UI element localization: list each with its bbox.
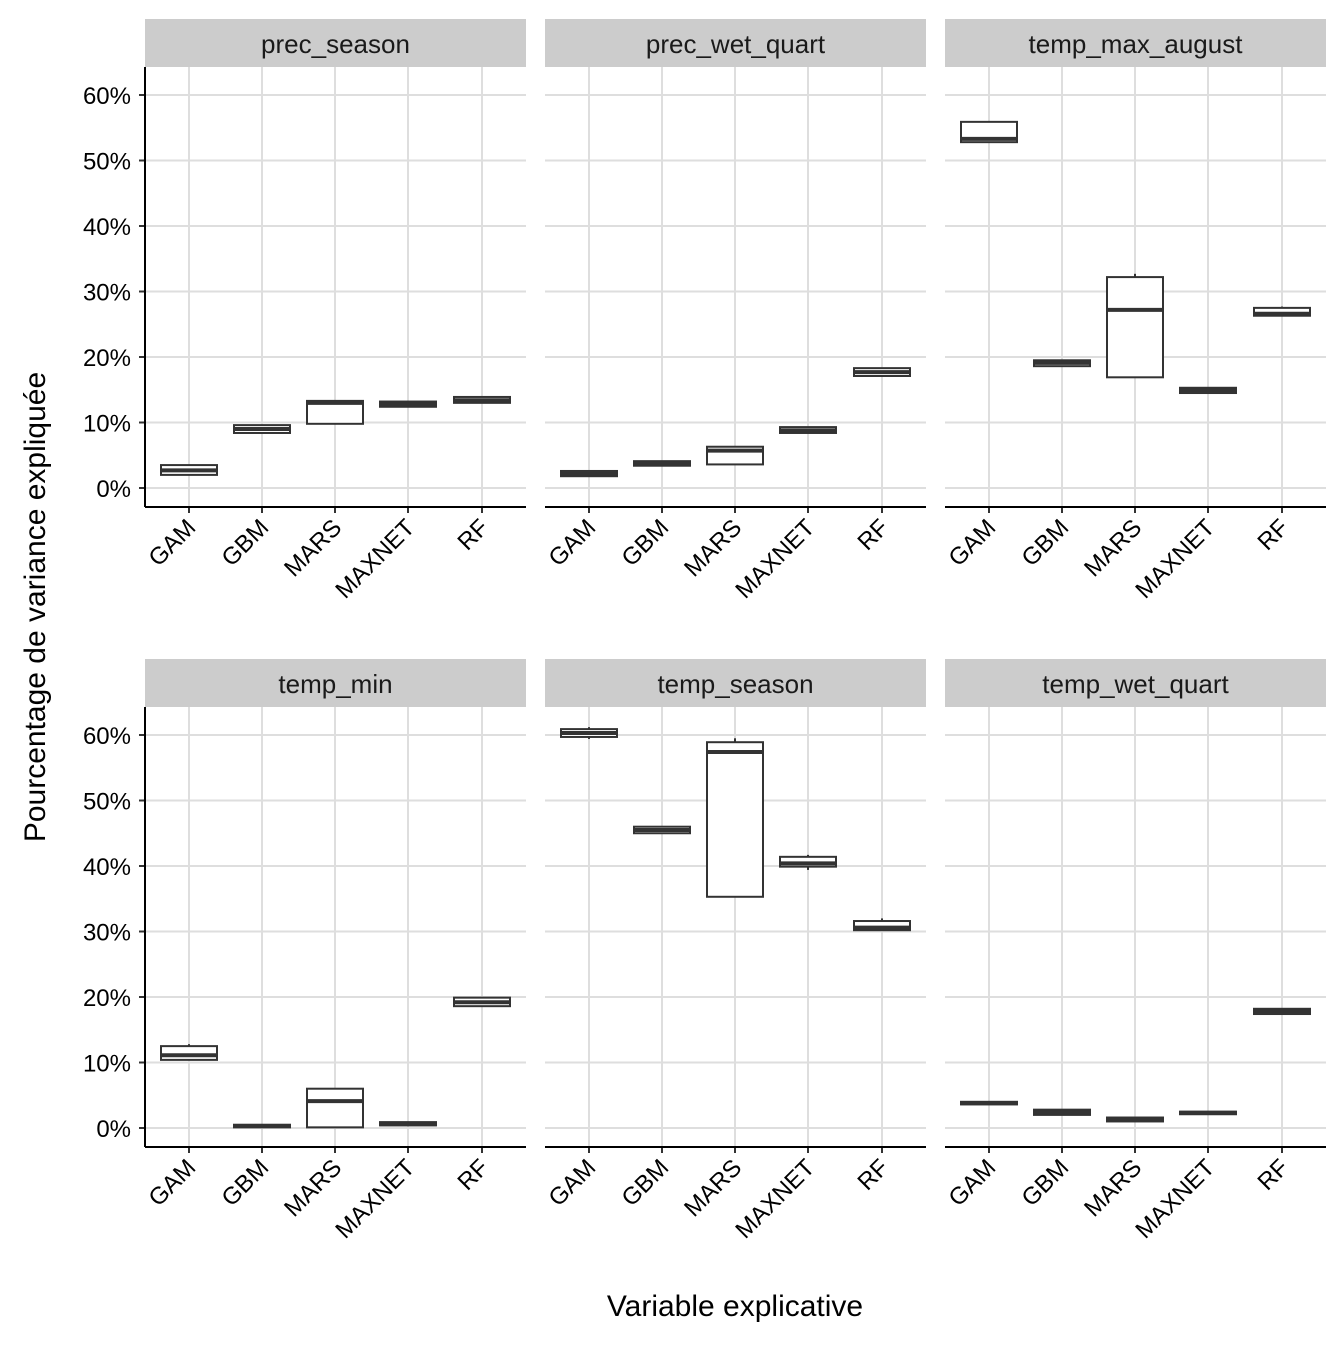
x-tick-label: MAXNET xyxy=(1130,514,1220,604)
box-MARS xyxy=(306,399,364,425)
box-MARS xyxy=(306,1087,364,1129)
facet-strip xyxy=(945,19,1326,67)
x-tick-label: RF xyxy=(1253,1154,1295,1196)
x-tick-label: GAM xyxy=(943,514,1001,572)
box-GBM xyxy=(233,424,291,434)
box-MAXNET xyxy=(379,1121,437,1127)
y-tick-label: 10% xyxy=(83,411,131,438)
box-GAM xyxy=(560,469,618,478)
x-tick-label: RF xyxy=(1253,514,1295,556)
y-tick-label: 40% xyxy=(83,214,131,241)
x-tick-label: GBM xyxy=(1016,1154,1074,1212)
y-tick-label: 30% xyxy=(83,280,131,307)
facet-title: temp_min xyxy=(278,669,392,699)
box-iqr xyxy=(1106,276,1164,379)
x-tick-label: MARS xyxy=(1079,1154,1147,1222)
box-GBM xyxy=(633,825,691,835)
box-MAXNET xyxy=(779,854,837,870)
box-GAM xyxy=(160,464,218,476)
box-MAXNET xyxy=(1179,1110,1237,1116)
x-tick-label: MAXNET xyxy=(730,1154,820,1244)
x-tick-label: GBM xyxy=(216,514,274,572)
box-RF xyxy=(1253,1007,1311,1016)
y-tick-label: 40% xyxy=(83,854,131,881)
facet-title: temp_wet_quart xyxy=(1042,669,1229,699)
box-MARS xyxy=(706,738,764,898)
facet-title: prec_season xyxy=(261,29,410,59)
x-tick-label: RF xyxy=(853,1154,895,1196)
x-tick-label: GBM xyxy=(216,1154,274,1212)
box-GBM xyxy=(633,460,691,467)
x-tick-label: GAM xyxy=(943,1154,1001,1212)
box-MARS xyxy=(1106,1116,1164,1123)
box-GBM xyxy=(1033,359,1091,368)
x-tick-label: MAXNET xyxy=(1130,1154,1220,1244)
x-tick-label: GAM xyxy=(143,514,201,572)
x-tick-label: MARS xyxy=(679,1154,747,1222)
facet-title: temp_max_august xyxy=(1029,29,1244,59)
box-MARS xyxy=(706,445,764,466)
box-RF xyxy=(453,395,511,404)
x-tick-label: RF xyxy=(453,1154,495,1196)
x-tick-label: MARS xyxy=(679,514,747,582)
facet-title: temp_season xyxy=(657,669,813,699)
facet-strip xyxy=(145,19,526,67)
x-tick-label: RF xyxy=(453,514,495,556)
facet-strip xyxy=(145,659,526,707)
x-axis-title: Variable explicative xyxy=(607,1290,863,1323)
box-GAM xyxy=(960,120,1018,144)
box-GBM xyxy=(233,1123,291,1129)
facet-strip xyxy=(545,19,926,67)
y-tick-label: 20% xyxy=(83,345,131,372)
x-tick-label: MARS xyxy=(1079,514,1147,582)
box-RF xyxy=(1253,306,1311,317)
y-tick-label: 30% xyxy=(83,920,131,947)
y-tick-label: 10% xyxy=(83,1051,131,1078)
x-tick-label: MAXNET xyxy=(730,514,820,604)
box-MAXNET xyxy=(1179,386,1237,395)
box-GAM xyxy=(960,1100,1018,1106)
x-tick-label: GAM xyxy=(143,1154,201,1212)
y-tick-label: 0% xyxy=(96,1116,131,1143)
box-RF xyxy=(853,918,911,932)
facet-strip xyxy=(945,659,1326,707)
x-tick-label: GBM xyxy=(616,1154,674,1212)
x-tick-label: MARS xyxy=(279,1154,347,1222)
y-tick-label: 60% xyxy=(83,723,131,750)
y-tick-label: 60% xyxy=(83,83,131,110)
box-iqr xyxy=(706,741,764,898)
box-MAXNET xyxy=(779,426,837,434)
box-RF xyxy=(853,367,911,377)
box-GAM xyxy=(160,1044,218,1061)
y-tick-label: 50% xyxy=(83,149,131,176)
panel-prec_season: prec_season 0% 10% 20% 30% 40% 50% 60% GAM GBM MAR… xyxy=(83,19,526,604)
x-tick-label: GBM xyxy=(616,514,674,572)
box-iqr xyxy=(160,1045,218,1061)
y-tick-label: 20% xyxy=(83,985,131,1012)
x-tick-label: GAM xyxy=(543,514,601,572)
x-tick-label: MAXNET xyxy=(330,514,420,604)
x-tick-label: RF xyxy=(853,514,895,556)
y-axis-title: Pourcentage de variance expliquée xyxy=(19,372,52,842)
panel-temp_min: temp_min 0% 10% 20% 30% 40% 50% 60% GAM GBM MARSMA… xyxy=(83,659,526,1244)
y-tick-label: 50% xyxy=(83,789,131,816)
x-tick-label: MARS xyxy=(279,514,347,582)
y-tick-label: 0% xyxy=(96,476,131,503)
box-MARS xyxy=(1106,273,1164,379)
x-tick-label: MAXNET xyxy=(330,1154,420,1244)
facet-strip xyxy=(545,659,926,707)
box-iqr xyxy=(306,1087,364,1129)
box-GBM xyxy=(1033,1108,1091,1116)
x-tick-label: GBM xyxy=(1016,514,1074,572)
facet-title: prec_wet_quart xyxy=(646,29,826,59)
box-GAM xyxy=(560,727,618,739)
box-RF xyxy=(453,996,511,1008)
x-tick-label: GAM xyxy=(543,1154,601,1212)
box-MAXNET xyxy=(379,400,437,408)
